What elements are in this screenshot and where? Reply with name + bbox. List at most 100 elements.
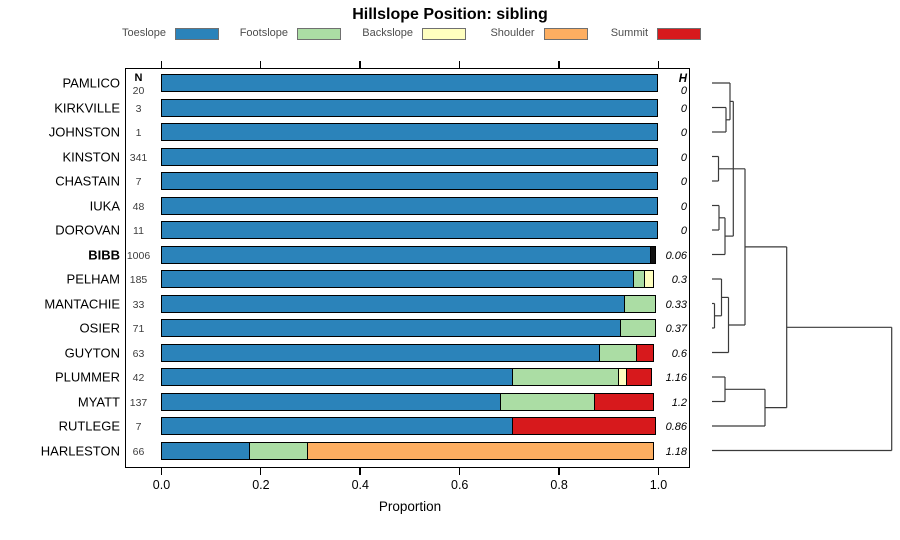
axis-tick-top: [160, 61, 162, 68]
h-value: 1.18: [665, 445, 687, 458]
h-value: 0: [680, 127, 687, 139]
axis-tick-label: 0.2: [252, 478, 270, 492]
bar-segment-summit: [593, 392, 654, 411]
h-value: 0.33: [665, 298, 687, 311]
bar-johnston: [160, 123, 658, 141]
axis-tick-bottom: [558, 468, 560, 475]
axis-tick-label: 0.8: [550, 478, 568, 492]
bar-segment-footslope: [248, 441, 309, 460]
axis-tick-bottom: [458, 468, 461, 475]
axis-tick-top: [458, 61, 461, 68]
h-value: 0.86: [665, 421, 687, 433]
bar-rutlege: [160, 417, 656, 435]
legend-label-summit: Summit: [610, 27, 648, 39]
row-label-pelham: PELHAM: [66, 271, 120, 287]
axis-tick-label: 0.6: [450, 478, 469, 492]
n-value: 48: [132, 200, 145, 213]
h-value: 0.6: [671, 347, 687, 360]
row-label-osier: OSIER: [79, 320, 120, 336]
legend-label-backslope: Backslope: [362, 27, 413, 39]
h-value: 0.37: [665, 323, 687, 335]
h-value: 1.2: [671, 396, 687, 409]
bar-kirkville: [160, 98, 658, 117]
n-value: 63: [132, 347, 145, 360]
h-value: 0: [680, 225, 687, 237]
row-label-myatt: MYATT: [77, 394, 120, 409]
n-value: 1: [135, 127, 142, 139]
panel-border: [125, 68, 690, 468]
n-value: 185: [129, 274, 148, 286]
bar-segment-backslope: [643, 270, 654, 288]
axis-tick-top: [558, 61, 560, 68]
legend-label-shoulder: Shoulder: [490, 27, 535, 39]
row-label-plummer: PLUMMER: [54, 369, 120, 385]
legend-label-footslope: Footslope: [239, 27, 288, 39]
n-column-header: N: [134, 72, 143, 84]
bar-segment-toeslope: [160, 294, 626, 313]
row-label-bibb: BIBB: [88, 247, 120, 262]
axis-tick-bottom: [259, 468, 262, 475]
bar-segment-toeslope: [160, 392, 502, 411]
axis-tick-top: [657, 61, 659, 68]
bar-guyton: [160, 343, 654, 362]
bar-segment-toeslope: [160, 221, 658, 239]
legend-swatch-toeslope: [175, 27, 219, 40]
bar-plummer: [160, 368, 653, 386]
n-value: 137: [129, 396, 148, 409]
bar-kinston: [160, 147, 658, 166]
bar-segment-footslope: [499, 392, 596, 411]
row-label-iuka: IUKA: [89, 198, 120, 213]
bar-segment-toeslope: [160, 270, 635, 288]
h-value: 1.16: [665, 372, 687, 384]
bar-segment-toeslope: [160, 441, 251, 460]
axis-tick-label: 0.4: [351, 478, 369, 492]
bar-mantachie: [160, 294, 656, 313]
legend-swatch-shoulder: [543, 27, 588, 40]
n-value: 33: [132, 298, 145, 311]
n-value: 3: [135, 102, 142, 115]
n-value: 7: [135, 176, 142, 188]
n-value: 42: [132, 372, 145, 384]
axis-tick-label: 1.0: [649, 478, 668, 492]
h-value: 0: [680, 85, 687, 97]
axis-tick-top: [259, 61, 262, 68]
bar-segment-summit: [635, 343, 654, 362]
legend-swatch-summit: [657, 27, 701, 40]
axis-tick-label: 0.0: [152, 478, 171, 492]
bar-osier: [160, 319, 656, 337]
bar-segment-toeslope: [160, 417, 514, 435]
x-axis-label: Proportion: [378, 499, 442, 514]
row-label-harleston: HARLESTON: [40, 443, 120, 458]
bar-segment-toeslope: [160, 196, 658, 215]
bar-segment-shoulder: [306, 441, 654, 460]
axis-tick-bottom: [160, 468, 162, 475]
bar-segment-toeslope: [160, 74, 658, 92]
bar-segment-toeslope: [160, 98, 658, 117]
bar-segment-toeslope: [160, 368, 514, 386]
bar-segment-toeslope: [160, 123, 658, 141]
h-value: 0: [680, 176, 687, 188]
h-value: 0: [680, 200, 687, 213]
row-label-chastain: CHASTAIN: [55, 173, 120, 189]
h-value: 0.3: [671, 274, 687, 286]
bar-harleston: [160, 441, 654, 460]
bar-chastain: [160, 172, 658, 190]
bar-segment-toeslope: [160, 245, 652, 264]
h-column-header: H: [678, 72, 687, 85]
bar-segment-footslope: [623, 294, 656, 313]
row-label-guyton: GUYTON: [64, 345, 120, 360]
n-value: 71: [132, 323, 145, 335]
axis-tick-bottom: [359, 468, 361, 475]
row-label-mantachie: MANTACHIE: [44, 296, 120, 311]
bar-pamlico: [160, 74, 658, 92]
n-value: 11: [133, 225, 144, 237]
bar-segment-footslope: [598, 343, 638, 362]
n-value: 20: [132, 85, 145, 97]
bar-segment-minor-sliver: [649, 245, 656, 264]
row-label-johnston: JOHNSTON: [48, 124, 120, 140]
bar-segment-footslope: [619, 319, 656, 337]
n-value: 1006: [126, 249, 151, 262]
axis-tick-bottom: [657, 468, 659, 475]
